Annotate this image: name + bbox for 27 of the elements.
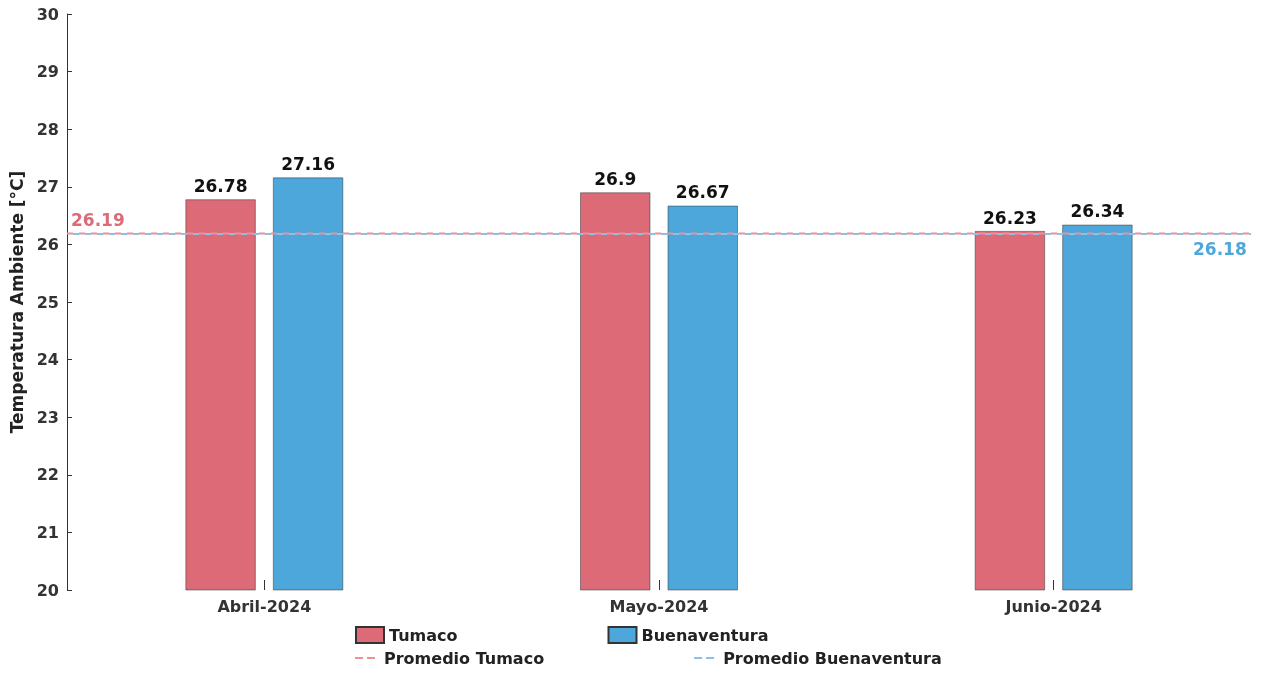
legend-label: Buenaventura — [641, 625, 769, 645]
y-tick-label: 27 — [36, 177, 59, 197]
data-label: 26.78 — [193, 175, 248, 196]
annotation: 26.19 — [71, 209, 125, 230]
data-label: 27.16 — [281, 154, 335, 175]
data-label: 26.23 — [983, 207, 1037, 228]
x-tick-label: Junio-2024 — [1004, 596, 1102, 616]
y-tick-label: 25 — [36, 292, 59, 312]
legend-label: Promedio Tumaco — [384, 648, 545, 668]
annotation: 26.18 — [1193, 238, 1247, 259]
y-tick-label: 24 — [36, 350, 59, 370]
y-tick-label: 28 — [36, 119, 59, 139]
x-tick-label: Mayo-2024 — [609, 596, 709, 616]
legend-label: Promedio Buenaventura — [723, 648, 942, 668]
data-label: 26.67 — [675, 182, 730, 203]
y-tick-label: 26 — [36, 234, 59, 254]
data-label: 26.34 — [1070, 201, 1125, 222]
y-tick-label: 22 — [36, 465, 59, 485]
y-tick-label: 30 — [36, 4, 59, 24]
y-tick-label: 20 — [36, 580, 59, 600]
x-tick-label: Abril-2024 — [217, 596, 312, 616]
y-tick-label: 21 — [36, 522, 59, 542]
y-tick-label: 23 — [36, 407, 59, 427]
data-label: 26.9 — [594, 169, 637, 190]
y-tick-label: 29 — [36, 62, 59, 82]
legend-label: Tumaco — [389, 625, 458, 645]
y-axis-title: Temperatura Ambiente [°C] — [6, 170, 27, 434]
